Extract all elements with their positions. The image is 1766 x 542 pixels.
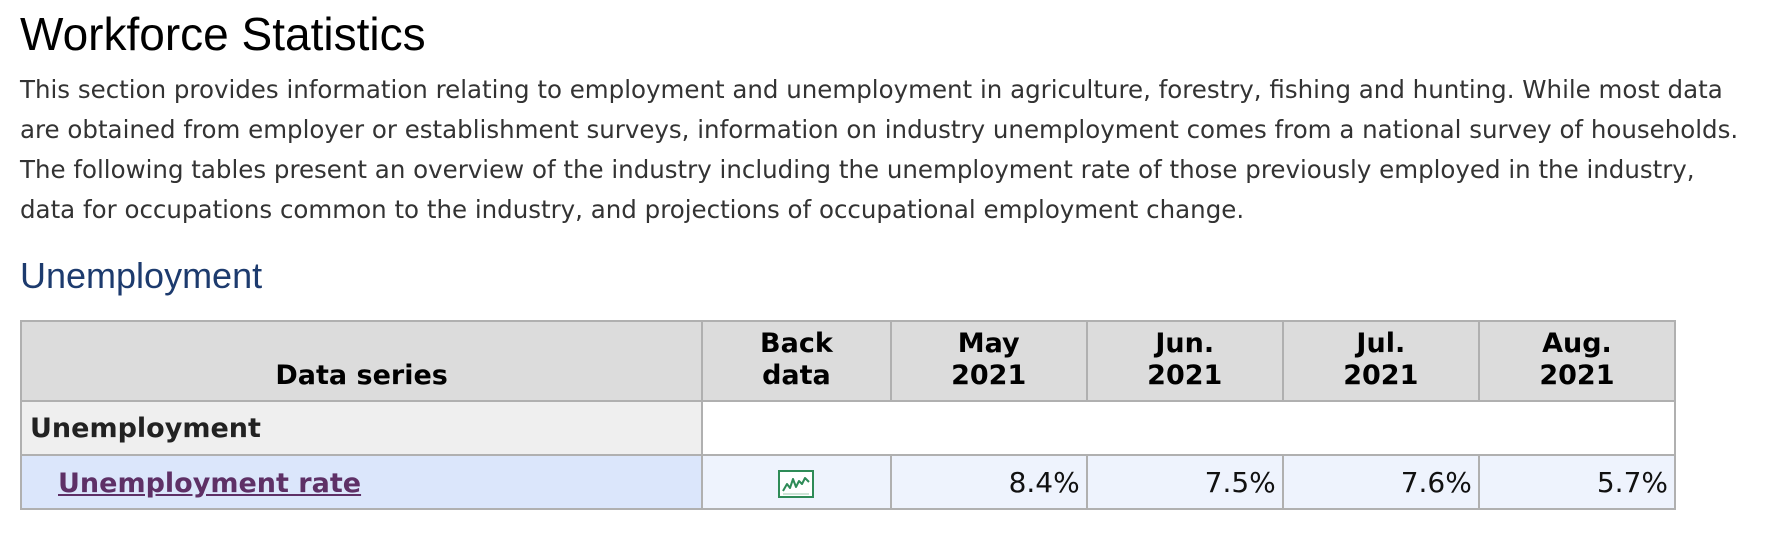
header-period-year: 2021 (1539, 360, 1615, 391)
section-label-unemployment: Unemployment (19, 400, 704, 456)
section-heading-unemployment: Unemployment (20, 255, 263, 296)
unemployment-table: Data series Back data May 2021 Jun. 2021… (19, 320, 1677, 510)
header-period-2: Jul. 2021 (1281, 320, 1480, 402)
section-row-fill (701, 400, 1676, 456)
header-period-month: Aug. (1542, 328, 1612, 359)
header-back-line2: data (762, 360, 831, 391)
header-period-year: 2021 (1147, 360, 1223, 391)
header-period-year: 2021 (951, 360, 1027, 391)
intro-paragraph: This section provides information relati… (20, 75, 1739, 224)
page-title: Workforce Statistics (20, 8, 426, 60)
table-row: Unemployment rate 8.4% 7.5% 7.6% 5.7% (19, 454, 1677, 510)
header-period-month: May (957, 328, 1020, 359)
value-cell-may-2021: 8.4% (889, 454, 1088, 510)
header-back-data: Back data (701, 320, 892, 402)
header-back-line1: Back (760, 328, 833, 359)
header-period-3: Aug. 2021 (1477, 320, 1677, 402)
header-period-1: Jun. 2021 (1085, 320, 1284, 402)
page-content: Workforce Statistics This section provid… (19, 8, 1739, 510)
header-period-0: May 2021 (889, 320, 1088, 402)
header-period-month: Jul. (1356, 328, 1406, 359)
series-name-cell: Unemployment rate (19, 454, 704, 510)
value-cell-aug-2021: 5.7% (1477, 454, 1677, 510)
table-section-row: Unemployment (19, 400, 1676, 456)
table-body: Unemployment Unemployment rate (19, 400, 1677, 510)
back-data-link[interactable] (778, 466, 815, 499)
value-cell-jul-2021: 7.6% (1281, 454, 1480, 510)
header-period-year: 2021 (1343, 360, 1419, 391)
line-chart-icon (778, 469, 815, 498)
table-header: Data series Back data May 2021 Jun. 2021… (19, 320, 1677, 402)
table-header-row: Data series Back data May 2021 Jun. 2021… (19, 320, 1677, 402)
header-data-series: Data series (19, 320, 704, 402)
back-data-cell (701, 454, 892, 510)
value-cell-jun-2021: 7.5% (1085, 454, 1284, 510)
header-period-month: Jun. (1155, 328, 1215, 359)
unemployment-rate-link[interactable]: Unemployment rate (58, 467, 362, 499)
